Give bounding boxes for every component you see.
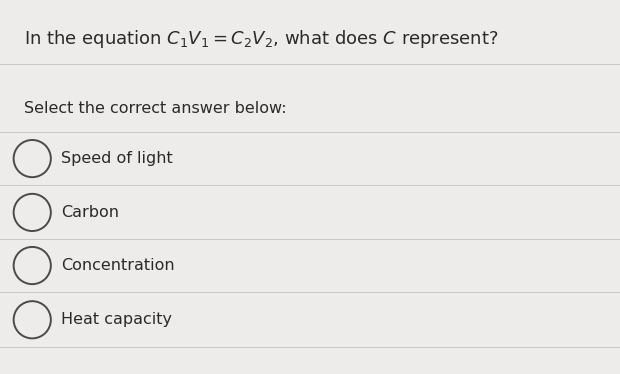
Text: Select the correct answer below:: Select the correct answer below: [24,101,286,116]
Text: Speed of light: Speed of light [61,151,172,166]
Text: In the equation $C_1V_1 = C_2V_2$, what does $C$ represent?: In the equation $C_1V_1 = C_2V_2$, what … [24,28,498,50]
Text: Carbon: Carbon [61,205,119,220]
Text: Heat capacity: Heat capacity [61,312,172,327]
Text: Concentration: Concentration [61,258,174,273]
